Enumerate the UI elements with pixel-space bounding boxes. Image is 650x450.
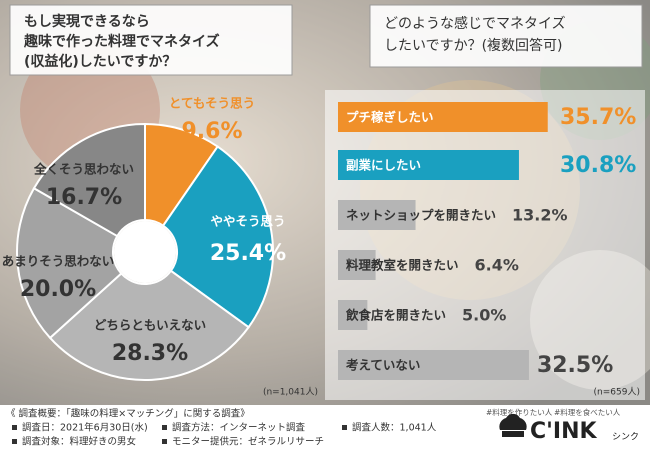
bullet bbox=[162, 439, 167, 444]
bar-label: ネットショップを開きたい bbox=[346, 208, 496, 223]
footer-item: 調査人数：1,041人 bbox=[352, 422, 437, 434]
slice-label: あまりそう思わない bbox=[2, 254, 115, 269]
slice-label: 全くそう思わない bbox=[33, 162, 134, 177]
pie-title: (収益化)したいですか？ bbox=[24, 53, 176, 70]
slice-label: ややそう思う bbox=[210, 214, 285, 229]
bar-label: 考えていない bbox=[346, 358, 420, 373]
slice-label: とてもそう思う bbox=[169, 96, 255, 111]
bar bbox=[338, 150, 519, 180]
bar bbox=[338, 102, 548, 132]
footer-item: 調査方法：インターネット調査 bbox=[172, 422, 306, 434]
pie-slice bbox=[32, 122, 146, 238]
bar-label: 副業にしたい bbox=[346, 158, 421, 173]
slice-label: どちらともいえない bbox=[94, 318, 206, 333]
slice-value: 9.6% bbox=[181, 119, 242, 144]
logo-hat bbox=[499, 413, 527, 430]
pie-slice bbox=[16, 186, 123, 340]
bullet bbox=[162, 425, 167, 430]
logo-reading: シンク bbox=[612, 432, 639, 443]
pie-slice bbox=[48, 269, 250, 381]
bar-panel bbox=[325, 90, 645, 400]
slice-value: 16.7% bbox=[46, 185, 122, 210]
pie-title: もし実現できるなら bbox=[24, 13, 150, 30]
pie-title: 趣味で作った料理でマネタイズ bbox=[23, 33, 220, 50]
logo-hat-band bbox=[502, 431, 524, 437]
bar-title-box bbox=[369, 4, 643, 68]
footer-item: モニター提供元：ゼネラルリサーチ bbox=[172, 436, 324, 448]
pie-slice bbox=[161, 145, 274, 329]
logo-tag: #料理を食べたい人 bbox=[554, 407, 621, 417]
bullet bbox=[342, 425, 347, 430]
bar bbox=[338, 350, 529, 380]
slice-value: 28.3% bbox=[112, 341, 188, 366]
footer-heading: 《 調査概要：「趣味の料理×マッチング」に関する調査》 bbox=[6, 408, 250, 420]
pie-title-box bbox=[9, 4, 293, 76]
pie-hole bbox=[114, 221, 176, 283]
slice-value: 25.4% bbox=[210, 241, 286, 266]
sample-note: (n=1,041人) bbox=[263, 387, 318, 398]
logo-name: C'INK bbox=[530, 419, 597, 444]
bar-title: したいですか？(複数回答可) bbox=[384, 37, 563, 54]
bar-value: 30.8% bbox=[560, 153, 636, 178]
bar bbox=[338, 300, 368, 330]
bar-label: 飲食店を開きたい bbox=[345, 308, 446, 323]
bar-value: 5.0% bbox=[462, 306, 506, 325]
logo-tag: #料理を作りたい人 bbox=[486, 407, 553, 417]
bar-value: 6.4% bbox=[475, 256, 519, 275]
bar-label: プチ稼ぎしたい bbox=[346, 110, 434, 125]
bar-value: 32.5% bbox=[537, 353, 613, 378]
bar bbox=[338, 250, 376, 280]
bar-value: 35.7% bbox=[560, 105, 636, 130]
bar-value: 13.2% bbox=[512, 206, 568, 225]
footer-item: 調査日：2021年6月30日(水) bbox=[22, 422, 148, 434]
bullet bbox=[12, 425, 17, 430]
footer-panel bbox=[0, 405, 650, 450]
bullet bbox=[12, 439, 17, 444]
bar-label: 料理教室を開きたい bbox=[346, 258, 459, 273]
bar bbox=[338, 200, 416, 230]
bar-title: どのような感じでマネタイズ bbox=[384, 15, 566, 32]
footer-item: 調査対象：料理好きの男女 bbox=[22, 436, 136, 448]
sample-note: (n=659人) bbox=[594, 387, 640, 398]
slice-value: 20.0% bbox=[20, 277, 96, 302]
